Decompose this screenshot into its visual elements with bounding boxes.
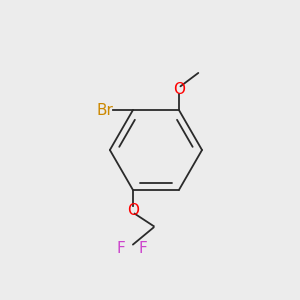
Text: F: F [138,241,147,256]
Text: F: F [117,241,125,256]
Text: O: O [173,82,185,97]
Text: O: O [127,202,139,217]
Text: Br: Br [96,103,113,118]
